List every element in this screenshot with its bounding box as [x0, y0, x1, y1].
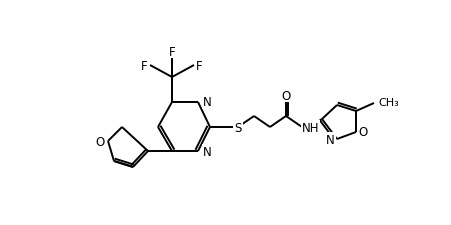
Text: O: O — [281, 89, 290, 102]
Text: F: F — [168, 45, 175, 58]
Text: S: S — [234, 121, 241, 134]
Text: N: N — [202, 96, 211, 109]
Text: O: O — [96, 135, 105, 148]
Text: F: F — [141, 59, 147, 72]
Text: N: N — [326, 133, 334, 146]
Text: NH: NH — [301, 121, 319, 134]
Text: O: O — [357, 126, 366, 139]
Text: CH₃: CH₃ — [377, 98, 398, 108]
Text: N: N — [202, 145, 211, 158]
Text: F: F — [196, 59, 202, 72]
